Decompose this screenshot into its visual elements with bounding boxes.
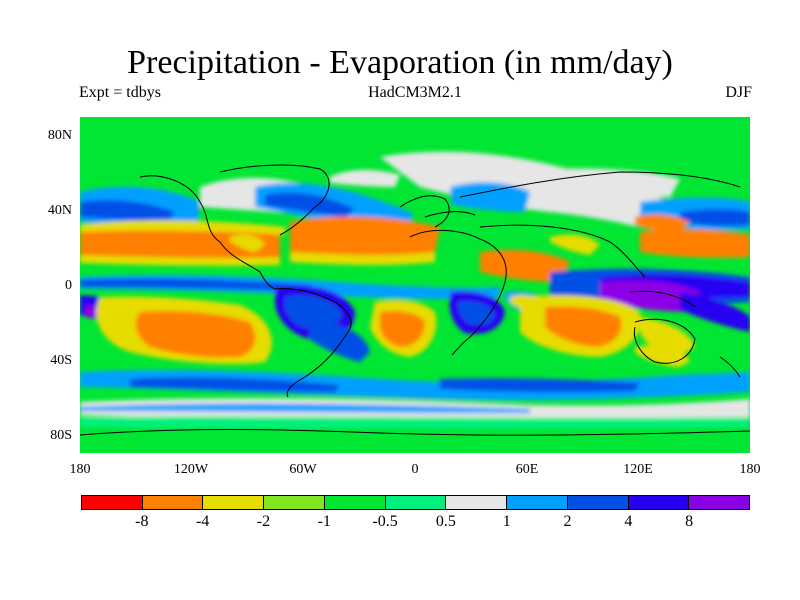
lat-tick-0: 0	[65, 278, 72, 293]
colorbar-segment	[507, 496, 568, 509]
colorbar-segment	[689, 496, 750, 509]
colorbar-segment	[142, 496, 204, 509]
colorbar-segment	[203, 496, 265, 509]
map-svg	[80, 117, 750, 453]
lon-tick-60e: 60E	[515, 462, 539, 477]
lon-tick-120w: 120W	[173, 462, 209, 477]
colorbar-label: -2	[256, 513, 271, 530]
model-label: HadCM3M2.1	[368, 84, 462, 101]
colorbar-label: -1	[317, 513, 331, 530]
lat-tick-80s: 80S	[50, 428, 72, 443]
colorbar-label: 1	[502, 513, 511, 530]
colorbar-label: -8	[135, 513, 149, 530]
coastlines	[80, 164, 750, 436]
lon-tick-180-left: 180	[69, 462, 91, 477]
experiment-label: Expt = tdbys	[79, 84, 161, 101]
lat-tick-80n: 80N	[47, 128, 72, 143]
lon-tick-120e: 120E	[623, 462, 653, 477]
lon-tick-60w: 60W	[289, 462, 317, 477]
colorbar-segment	[82, 496, 143, 509]
colorbar-segment	[385, 496, 447, 509]
colorbar-segment	[628, 496, 690, 509]
colorbar-label: 0.5	[435, 513, 456, 530]
chart-title: Precipitation - Evaporation (in mm/day)	[127, 44, 673, 81]
lon-tick-180-right: 180	[739, 462, 761, 477]
colorbar-label: -4	[195, 513, 210, 530]
lon-tick-0: 0	[411, 462, 419, 477]
colorbar-label: -0.5	[372, 513, 398, 530]
colorbar-label: 2	[563, 513, 572, 530]
colorbar-segment	[567, 496, 629, 509]
field-shading	[80, 151, 750, 429]
lat-tick-40s: 40S	[50, 353, 72, 368]
colorbar	[81, 495, 750, 510]
lat-tick-40n: 40N	[47, 203, 72, 218]
colorbar-label: 4	[624, 513, 633, 530]
map-plot-area	[80, 117, 750, 453]
colorbar-segment	[324, 496, 386, 509]
colorbar-segment	[446, 496, 508, 509]
colorbar-segment	[264, 496, 325, 509]
season-label: DJF	[725, 84, 752, 101]
colorbar-label: 8	[685, 513, 694, 530]
